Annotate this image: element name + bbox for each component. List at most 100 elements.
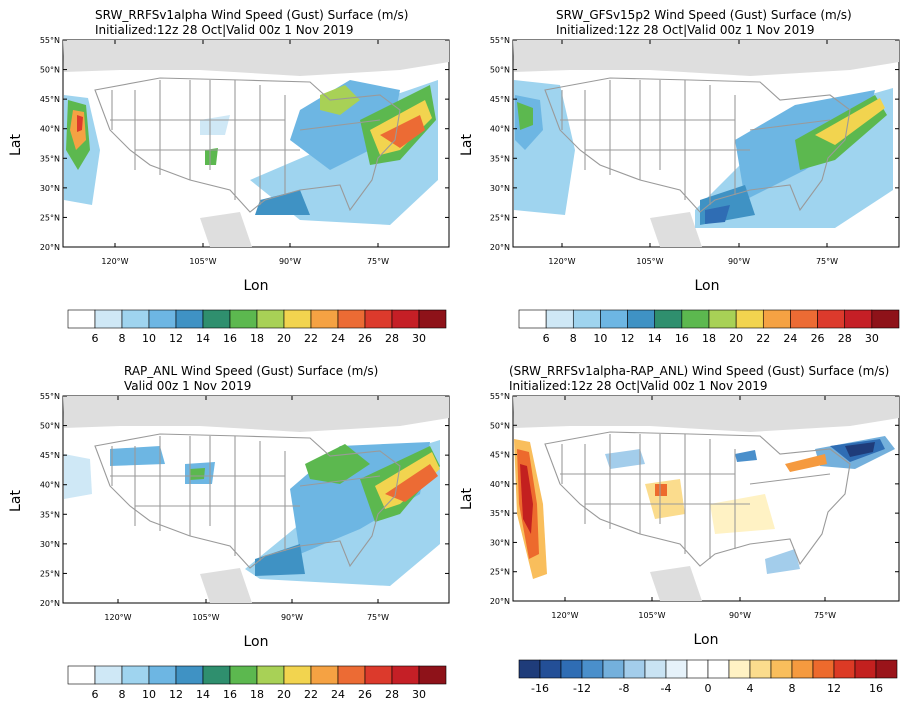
colorbar-swatch [337,309,366,329]
colorbar-swatch [665,659,688,679]
colorbar-swatch [623,659,646,679]
colorbar-swatch [229,309,258,329]
colorbar-label: 18 [250,688,264,701]
lat-tick-label: 50°N [40,422,60,431]
map-figure: 55°N 50°N 45°N 40°N 35°N 30°N 25°N 20°N 120°W 10… [459,36,900,345]
colorbar-swatch [94,309,123,329]
colorbar-label: 12 [169,688,183,701]
lon-tick-label: 120°W [551,611,578,620]
lon-tick-label: 75°W [367,257,389,266]
colorbar-label: -8 [619,682,630,695]
colorbar-label: 28 [385,332,399,345]
lat-tick-label: 20°N [40,243,60,252]
panel-subtitle: Initialized:12z 28 Oct|Valid 00z 1 Nov 2… [556,23,815,37]
colorbar-swatch [391,665,420,685]
lon-tick-label: 75°W [367,613,389,622]
lat-tick-label: 30°N [40,184,60,193]
colorbar-label: 0 [705,682,712,695]
difference-field [514,436,895,579]
colorbar-label: 6 [92,332,99,345]
lat-tick-label: 35°N [40,510,60,519]
panel-title: RAP_ANL Wind Speed (Gust) Surface (m/s) [124,364,379,378]
colorbar-swatch [364,309,393,329]
lat-tick-label: 50°N [490,66,510,75]
colorbar-swatch [817,309,846,329]
lon-tick-label: 90°W [728,257,750,266]
colorbar-swatch [121,309,150,329]
colorbar-swatch [283,665,312,685]
panel-subtitle: Initialized:12z 28 Oct|Valid 00z 1 Nov 2… [95,23,354,37]
land-mask [63,40,449,247]
colorbar: 6 8 10 12 14 16 18 20 22 24 26 28 30 [518,309,900,345]
colorbar-label: 8 [570,332,577,345]
land-mask [513,396,899,601]
colorbar-swatch [627,309,656,329]
lon-tick-label: 90°W [279,257,301,266]
wind-field [514,80,893,228]
colorbar-swatch [121,665,150,685]
lat-tick-label: 50°N [490,421,510,430]
colorbar: -16 -12 -8 -4 0 4 8 12 16 [518,659,898,695]
lon-tick-label: 75°W [814,611,836,620]
colorbar-label: 8 [789,682,796,695]
x-axis-label: Lon [244,634,269,650]
colorbar-swatch [581,659,604,679]
lat-tick-label: 45°N [490,451,510,460]
wind-field [64,440,440,586]
colorbar-swatch [871,309,900,329]
boundaries [544,431,851,567]
colorbar-swatch [681,309,710,329]
colorbar-label: 24 [783,332,797,345]
colorbar-label: 26 [358,688,372,701]
map-figure: 55°N 50°N 45°N 40°N 35°N 30°N 25°N 20°N 120°W 10… [8,392,450,701]
colorbar-label: 4 [747,682,754,695]
colorbar-label: 16 [223,332,237,345]
colorbar-label: 16 [675,332,689,345]
colorbar-swatch [875,659,898,679]
colorbar-label: 30 [412,688,426,701]
map-figure: 55°N 50°N 45°N 40°N 35°N 30°N 25°N 20°N 120°W 10… [8,36,450,345]
y-axis-label: Lat [8,490,24,512]
lon-tick-label: 120°W [104,613,131,622]
panel-title: SRW_RRFSv1alpha Wind Speed (Gust) Surfac… [95,8,409,22]
colorbar-label: 22 [304,332,318,345]
colorbar-label: 10 [142,688,156,701]
colorbar-swatch [844,309,873,329]
lat-tick-label: 30°N [40,540,60,549]
colorbar-label: -12 [573,682,591,695]
colorbar-label: 8 [119,688,126,701]
lon-axis: 120°W 105°W 90°W 75°W [548,257,838,266]
panel-subtitle: Valid 00z 1 Nov 2019 [124,379,252,393]
colorbar-swatch [654,309,683,329]
lon-tick-label: 90°W [729,611,751,620]
colorbar-label: 20 [729,332,743,345]
lat-tick-label: 45°N [490,95,510,104]
colorbar-label: 12 [621,332,635,345]
colorbar-swatch [644,659,667,679]
panel-title: (SRW_RRFSv1alpha-RAP_ANL) Wind Speed (Gu… [509,364,890,378]
colorbar-label: 22 [304,688,318,701]
colorbar-swatch [67,309,96,329]
lon-axis: 120°W 105°W 90°W 75°W [101,257,389,266]
colorbar-label: 18 [250,332,264,345]
colorbar-swatch [202,665,231,685]
colorbar-swatch [686,659,709,679]
lat-tick-label: 30°N [490,184,510,193]
lat-axis: 55°N 50°N 45°N 40°N 35°N 30°N 25°N 20°N [490,36,510,252]
lon-axis: 120°W 105°W 90°W 75°W [551,611,836,620]
wind-field [64,80,438,225]
lat-tick-label: 50°N [40,66,60,75]
lat-tick-label: 55°N [490,392,510,401]
colorbar-label: 24 [331,332,345,345]
colorbar-swatch [560,659,583,679]
colorbar-swatch [762,309,791,329]
colorbar-label: 18 [702,332,716,345]
colorbar-label: 8 [119,332,126,345]
y-axis-label: Lat [459,488,475,510]
colorbar-label: 6 [543,332,550,345]
lat-tick-label: 35°N [490,154,510,163]
y-axis-label: Lat [8,134,24,156]
lat-tick-label: 20°N [40,599,60,608]
lat-axis: 55°N 50°N 45°N 40°N 35°N 30°N 25°N 20°N [490,392,510,606]
colorbar-swatch [833,659,856,679]
